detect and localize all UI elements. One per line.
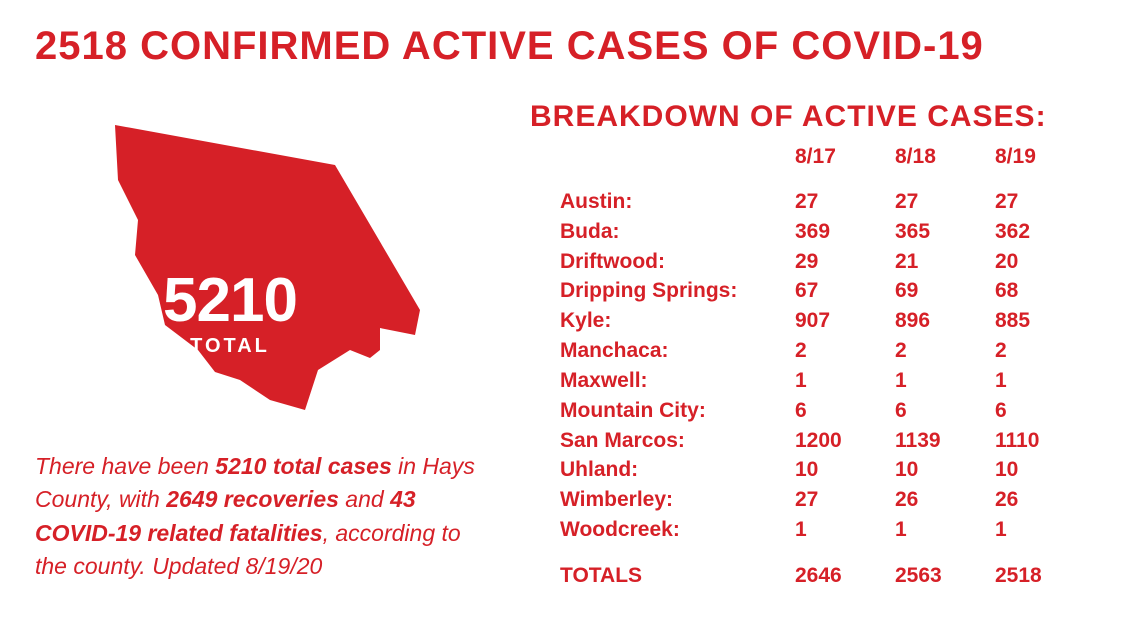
cell-value: 10 — [795, 455, 895, 485]
cell-value: 907 — [795, 306, 895, 336]
cell-value: 1 — [995, 366, 1095, 396]
table-row: Dripping Springs:676968 — [560, 276, 1100, 306]
cell-value: 896 — [895, 306, 995, 336]
cell-value: 362 — [995, 217, 1095, 247]
cell-value: 27 — [795, 485, 895, 515]
summary-prefix: There have been — [35, 453, 215, 479]
cell-value: 1139 — [895, 426, 995, 456]
cell-value: 1200 — [795, 426, 895, 456]
cell-value: 67 — [795, 276, 895, 306]
table-row: Maxwell:111 — [560, 366, 1100, 396]
table-header-spacer — [560, 145, 795, 169]
totals-val: 2646 — [795, 561, 895, 591]
totals-label: TOTALS — [560, 561, 795, 591]
summary-recoveries: 2649 recoveries — [166, 486, 339, 512]
table-row: Buda:369365362 — [560, 217, 1100, 247]
cell-value: 2 — [895, 336, 995, 366]
cell-value: 27 — [995, 187, 1095, 217]
cell-value: 2 — [995, 336, 1095, 366]
cell-value: 2 — [795, 336, 895, 366]
city-name: San Marcos: — [560, 426, 795, 456]
table-totals-row: TOTALS 2646 2563 2518 — [560, 561, 1100, 591]
city-name: Kyle: — [560, 306, 795, 336]
cell-value: 6 — [895, 396, 995, 426]
table-header-date: 8/19 — [995, 145, 1095, 169]
table-row: Wimberley:272626 — [560, 485, 1100, 515]
cell-value: 10 — [895, 455, 995, 485]
cell-value: 365 — [895, 217, 995, 247]
headline: 2518 CONFIRMED ACTIVE CASES OF COVID-19 — [35, 24, 1105, 69]
cell-value: 369 — [795, 217, 895, 247]
county-map: 5210 TOTAL — [70, 110, 430, 420]
table-row: Mountain City:666 — [560, 396, 1100, 426]
city-name: Dripping Springs: — [560, 276, 795, 306]
table-header-date: 8/17 — [795, 145, 895, 169]
cell-value: 1 — [895, 366, 995, 396]
cell-value: 1110 — [995, 426, 1095, 456]
cell-value: 68 — [995, 276, 1095, 306]
city-name: Driftwood: — [560, 247, 795, 277]
city-name: Woodcreek: — [560, 515, 795, 545]
breakdown-title: BREAKDOWN OF ACTIVE CASES: — [530, 100, 1047, 134]
city-name: Maxwell: — [560, 366, 795, 396]
city-name: Mountain City: — [560, 396, 795, 426]
cell-value: 26 — [895, 485, 995, 515]
breakdown-table: 8/17 8/18 8/19 Austin:272727Buda:3693653… — [560, 145, 1100, 591]
table-row: Uhland:101010 — [560, 455, 1100, 485]
map-total-number: 5210 — [70, 270, 390, 332]
summary-mid2: and — [339, 486, 390, 512]
cell-value: 1 — [895, 515, 995, 545]
cell-value: 1 — [795, 366, 895, 396]
table-row: Manchaca:222 — [560, 336, 1100, 366]
cell-value: 21 — [895, 247, 995, 277]
totals-val: 2518 — [995, 561, 1095, 591]
table-row: Woodcreek:111 — [560, 515, 1100, 545]
summary-total-cases: 5210 total cases — [215, 453, 391, 479]
city-name: Uhland: — [560, 455, 795, 485]
cell-value: 6 — [795, 396, 895, 426]
city-name: Buda: — [560, 217, 795, 247]
city-name: Manchaca: — [560, 336, 795, 366]
cell-value: 6 — [995, 396, 1095, 426]
cell-value: 10 — [995, 455, 1095, 485]
cell-value: 885 — [995, 306, 1095, 336]
map-total-label: TOTAL — [70, 335, 390, 358]
cell-value: 69 — [895, 276, 995, 306]
cell-value: 26 — [995, 485, 1095, 515]
summary-text: There have been 5210 total cases in Hays… — [35, 450, 495, 583]
table-row: Driftwood:292120 — [560, 247, 1100, 277]
table-row: Austin:272727 — [560, 187, 1100, 217]
cell-value: 1 — [795, 515, 895, 545]
totals-val: 2563 — [895, 561, 995, 591]
table-header-date: 8/18 — [895, 145, 995, 169]
table-row: Kyle:907896885 — [560, 306, 1100, 336]
city-name: Wimberley: — [560, 485, 795, 515]
cell-value: 29 — [795, 247, 895, 277]
table-header: 8/17 8/18 8/19 — [560, 145, 1100, 169]
cell-value: 27 — [795, 187, 895, 217]
table-row: San Marcos:120011391110 — [560, 426, 1100, 456]
cell-value: 1 — [995, 515, 1095, 545]
cell-value: 27 — [895, 187, 995, 217]
county-shape-icon — [70, 110, 430, 420]
city-name: Austin: — [560, 187, 795, 217]
cell-value: 20 — [995, 247, 1095, 277]
